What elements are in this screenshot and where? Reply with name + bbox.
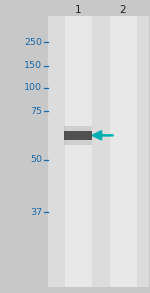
Bar [64, 126, 92, 145]
Text: 100: 100 [24, 84, 42, 92]
Bar [64, 16, 92, 287]
Bar [48, 16, 148, 287]
Text: 50: 50 [30, 155, 42, 164]
Text: 2: 2 [120, 5, 126, 15]
Text: 150: 150 [24, 62, 42, 70]
Text: 250: 250 [24, 38, 42, 47]
Bar [64, 131, 92, 140]
Bar [110, 16, 136, 287]
Text: 37: 37 [30, 208, 42, 217]
Text: 75: 75 [30, 107, 42, 116]
Text: 1: 1 [75, 5, 81, 15]
